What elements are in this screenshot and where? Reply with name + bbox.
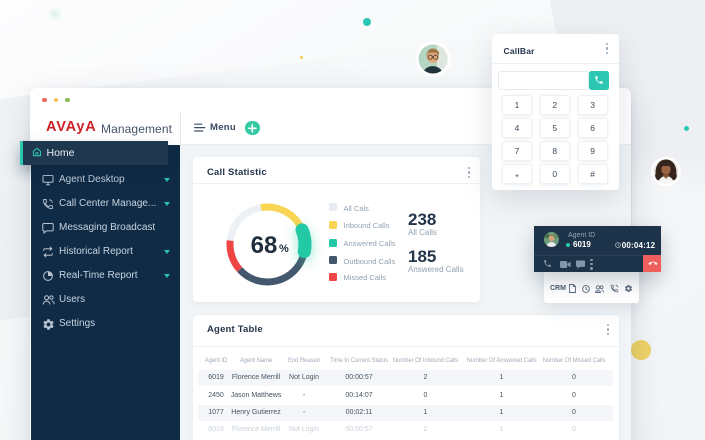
svg-text:68: 68 <box>251 232 278 259</box>
svg-text:%: % <box>279 243 289 255</box>
